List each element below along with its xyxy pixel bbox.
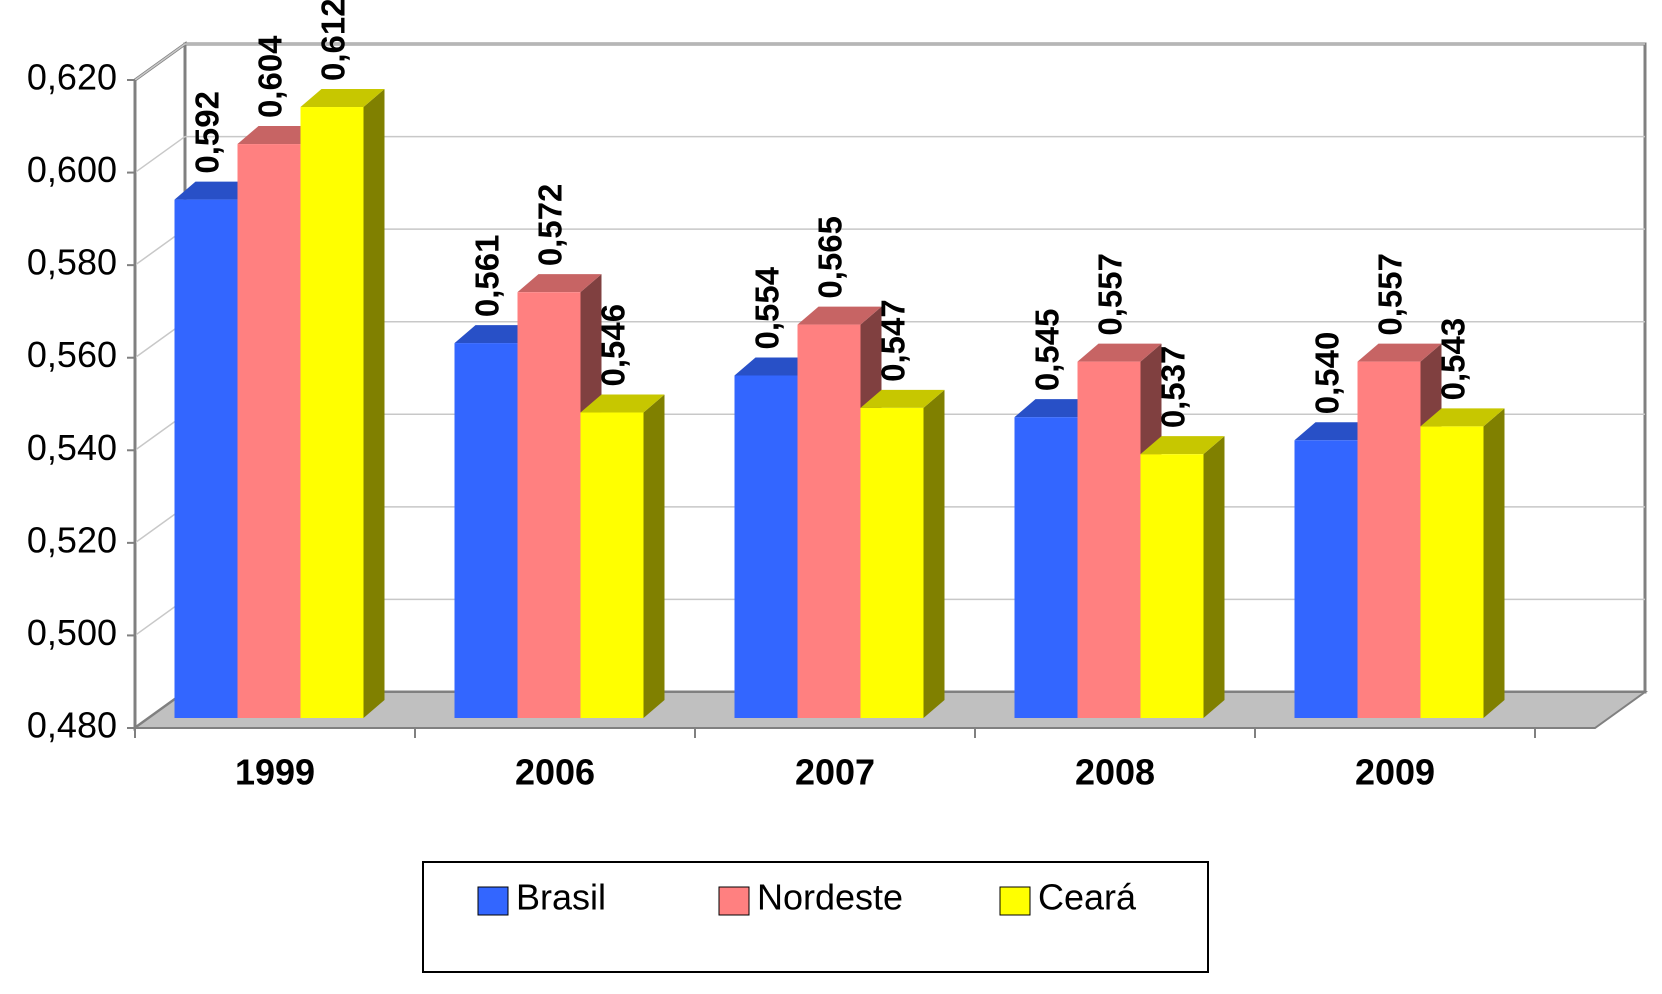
bar-side: [1483, 408, 1505, 718]
legend-label: Ceará: [1038, 877, 1137, 918]
bar: [454, 343, 518, 718]
bar: [1357, 361, 1421, 718]
value-label: 0,543: [1435, 318, 1472, 401]
legend-swatch: [477, 886, 509, 916]
value-label: 0,547: [875, 299, 912, 382]
bar: [734, 375, 798, 718]
bar: [797, 324, 861, 718]
y-tick-label: 0,540: [27, 427, 117, 468]
legend-swatch: [999, 886, 1031, 916]
value-label: 0,546: [595, 304, 632, 387]
value-label: 0,540: [1309, 332, 1346, 415]
bar-top: [1420, 408, 1505, 427]
bar: [174, 199, 238, 719]
value-label: 0,565: [812, 216, 849, 299]
bar-side: [923, 389, 945, 718]
bar-top: [580, 394, 665, 413]
y-tick-label: 0,500: [27, 612, 117, 653]
value-label: 0,561: [469, 234, 506, 317]
bar-top: [1077, 343, 1162, 362]
bar: [580, 412, 644, 718]
bar-top: [860, 389, 945, 408]
value-label: 0,604: [252, 35, 289, 118]
bar-top: [300, 89, 385, 108]
bar-side: [1203, 436, 1225, 718]
grid-line: [134, 135, 1645, 174]
bar-top: [797, 306, 882, 325]
bar: [860, 407, 924, 718]
legend: Brasil Nordeste Ceará: [422, 861, 1209, 973]
value-label: 0,612: [315, 0, 352, 81]
x-tick-label: 2007: [795, 752, 875, 793]
bar: [300, 107, 364, 719]
legend-label: Brasil: [516, 877, 606, 918]
y-tick-label: 0,520: [27, 519, 117, 560]
value-label: 0,554: [749, 266, 786, 349]
bar: [517, 292, 581, 718]
value-label: 0,545: [1029, 309, 1066, 392]
y-tick-label: 0,480: [27, 705, 117, 746]
bar: [1140, 454, 1204, 718]
y-tick-label: 0,560: [27, 334, 117, 375]
x-tick-label: 2009: [1355, 752, 1435, 793]
bar-side: [643, 394, 665, 718]
value-label: 0,557: [1372, 253, 1409, 336]
bar-top: [1357, 343, 1442, 362]
bar-side: [363, 89, 385, 719]
bar: [1077, 361, 1141, 718]
y-tick-label: 0,600: [27, 149, 117, 190]
legend-box: [422, 861, 1209, 973]
value-label: 0,537: [1155, 346, 1192, 429]
value-label: 0,592: [189, 91, 226, 174]
bar-top: [517, 274, 602, 293]
x-tick-label: 2006: [515, 752, 595, 793]
bar: [237, 144, 301, 719]
legend-swatch: [718, 886, 750, 916]
grid-line: [134, 43, 1645, 81]
bar-top: [1140, 436, 1225, 455]
x-tick-label: 1999: [235, 752, 315, 793]
value-label: 0,557: [1092, 253, 1129, 336]
value-label: 0,572: [532, 184, 569, 267]
bar: [1014, 417, 1078, 718]
legend-label: Nordeste: [757, 877, 903, 918]
y-tick-label: 0,620: [27, 57, 117, 98]
y-tick-label: 0,580: [27, 242, 117, 283]
x-tick-label: 2008: [1075, 752, 1155, 793]
bar: [1294, 440, 1358, 718]
bar: [1420, 426, 1484, 718]
